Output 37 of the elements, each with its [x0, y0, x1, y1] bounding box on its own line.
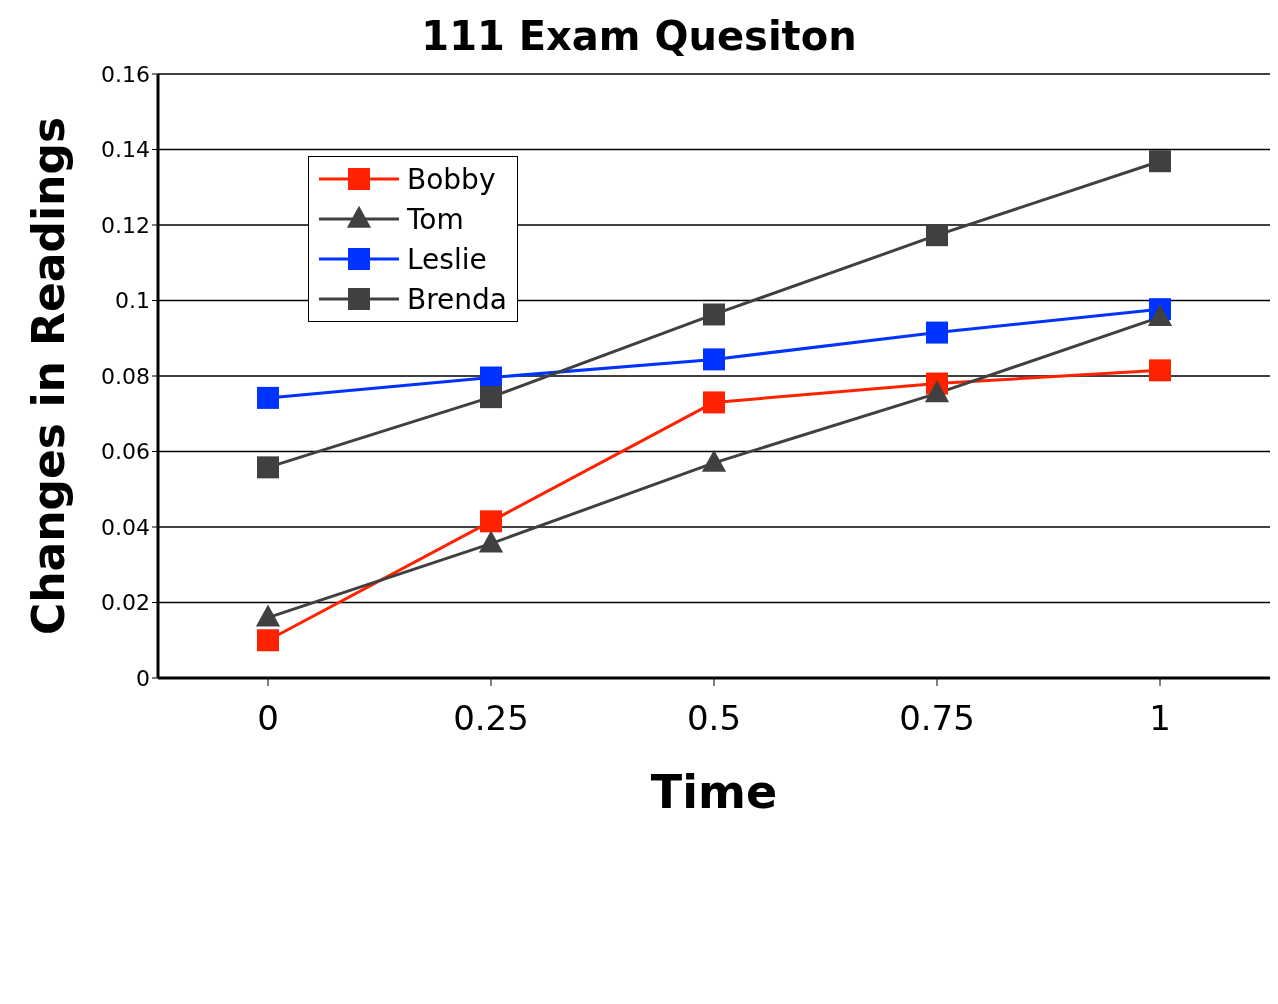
y-tick-label: 0.04 [101, 514, 150, 540]
point [701, 449, 727, 472]
point [703, 348, 725, 371]
point [478, 530, 504, 553]
y-tick-label: 0.06 [101, 439, 150, 465]
y-tick-label: 0 [136, 665, 150, 691]
point [255, 604, 281, 627]
y-tick-label: 0.14 [101, 137, 150, 163]
y-tick-label: 0.02 [101, 590, 150, 616]
point [926, 224, 948, 247]
legend-label: Tom [407, 202, 464, 236]
x-tick-label: 0.5 [686, 698, 742, 739]
point [480, 510, 502, 533]
point [926, 321, 948, 344]
x-axis-title: Time [650, 765, 778, 819]
point [703, 303, 725, 326]
point [1149, 359, 1171, 382]
point [703, 391, 725, 414]
x-tick-label: 1 [1149, 698, 1171, 739]
legend-label: Brenda [407, 282, 508, 316]
chart-title: 111 Exam Quesiton [421, 13, 857, 59]
y-axis-title: Changes in Readings [22, 116, 74, 636]
point [480, 386, 502, 409]
legend-label: Leslie [407, 242, 487, 276]
y-tick-label: 0.1 [115, 288, 150, 314]
point [257, 629, 279, 652]
point [257, 456, 279, 479]
point [1149, 150, 1171, 173]
x-tick-label: 0.75 [899, 698, 975, 739]
y-tick-label: 0.16 [101, 61, 150, 87]
y-tick-label: 0.12 [101, 212, 150, 238]
x-tick-label: 0.25 [453, 698, 529, 739]
point [257, 386, 279, 409]
x-tick-label: 0 [257, 698, 279, 739]
legend-label: Bobby [407, 162, 496, 196]
y-tick-label: 0.08 [101, 363, 150, 389]
point [924, 380, 950, 403]
